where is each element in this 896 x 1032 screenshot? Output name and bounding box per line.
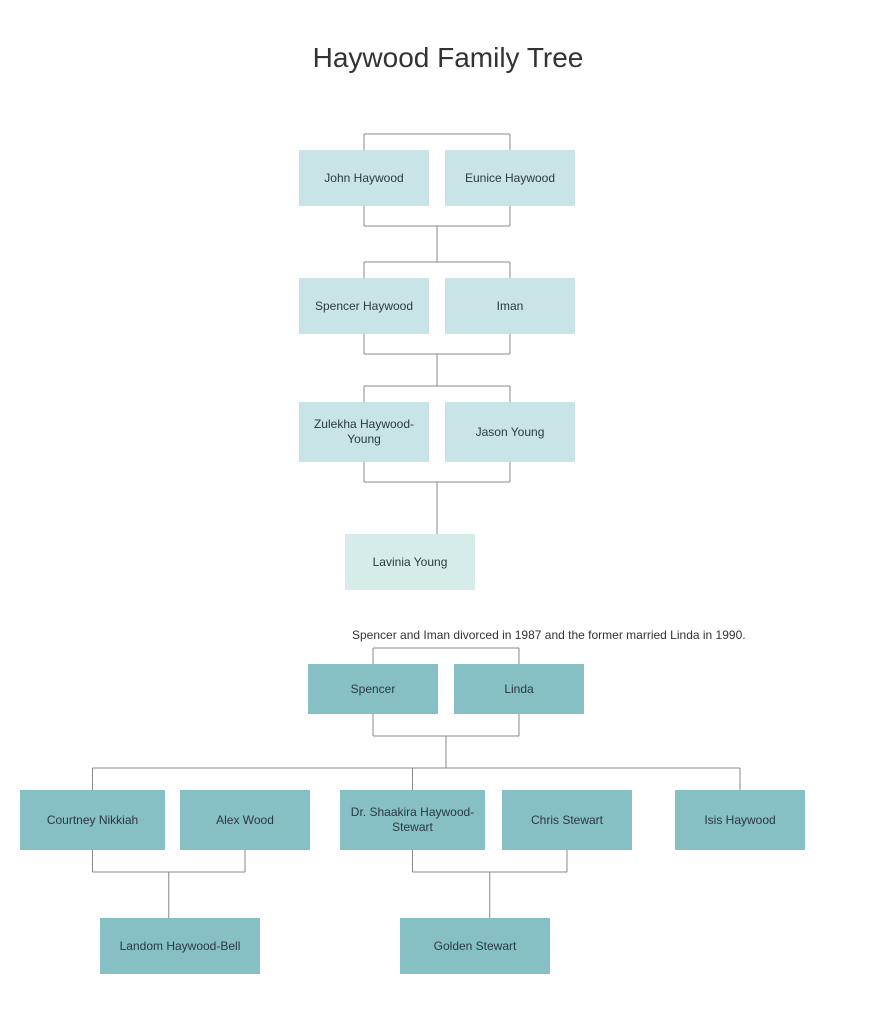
node-chris: Chris Stewart <box>502 790 632 850</box>
node-shaakira: Dr. Shaakira Haywood-Stewart <box>340 790 485 850</box>
family-tree-canvas: Haywood Family Tree Spencer and Iman div… <box>0 0 896 1032</box>
node-spencer2: Spencer <box>308 664 438 714</box>
node-lavinia: Lavinia Young <box>345 534 475 590</box>
node-spencer1: Spencer Haywood <box>299 278 429 334</box>
diagram-note: Spencer and Iman divorced in 1987 and th… <box>352 628 746 642</box>
node-linda: Linda <box>454 664 584 714</box>
node-alex: Alex Wood <box>180 790 310 850</box>
diagram-title: Haywood Family Tree <box>0 42 896 74</box>
node-zulekha: Zulekha Haywood-Young <box>299 402 429 462</box>
node-john: John Haywood <box>299 150 429 206</box>
node-isis: Isis Haywood <box>675 790 805 850</box>
node-golden: Golden Stewart <box>400 918 550 974</box>
node-courtney: Courtney Nikkiah <box>20 790 165 850</box>
node-iman: Iman <box>445 278 575 334</box>
node-landom: Landom Haywood-Bell <box>100 918 260 974</box>
node-jason: Jason Young <box>445 402 575 462</box>
node-eunice: Eunice Haywood <box>445 150 575 206</box>
